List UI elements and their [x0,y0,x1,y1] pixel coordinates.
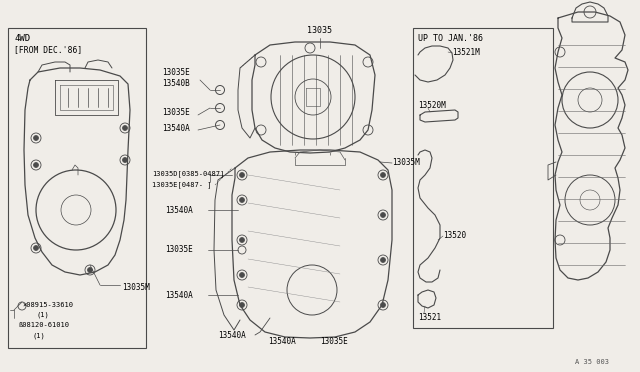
Text: 13035D[0385-0487]: 13035D[0385-0487] [152,171,224,177]
Circle shape [122,157,127,163]
Circle shape [381,302,385,308]
Text: 13540A: 13540A [218,330,246,340]
Text: 13521: 13521 [418,312,441,321]
Text: A 35 003: A 35 003 [575,359,609,365]
Circle shape [239,173,244,177]
Circle shape [239,198,244,202]
Circle shape [239,237,244,243]
Text: 13540A: 13540A [268,337,296,346]
Circle shape [239,302,244,308]
Text: ×08915-33610: ×08915-33610 [22,302,73,308]
Circle shape [122,125,127,131]
Text: 13035: 13035 [307,26,333,35]
Circle shape [33,246,38,250]
Text: 13035E: 13035E [320,337,348,346]
Text: 13035M: 13035M [392,157,420,167]
Text: 13035E: 13035E [162,108,189,116]
Text: (1): (1) [32,333,45,339]
Text: UP TO JAN.'86: UP TO JAN.'86 [418,33,483,42]
Text: 13540A: 13540A [165,291,193,299]
Text: 13520M: 13520M [418,100,445,109]
Circle shape [381,173,385,177]
Text: 13540A: 13540A [165,205,193,215]
Circle shape [88,267,93,273]
Circle shape [239,273,244,278]
Bar [8,28,146,348]
Text: 13035E[0487- ]: 13035E[0487- ] [152,182,211,188]
Circle shape [33,135,38,141]
Text: 4WD: 4WD [14,33,30,42]
Text: 13035M: 13035M [122,283,150,292]
Text: 13035E: 13035E [165,246,193,254]
Text: 13035E: 13035E [162,67,189,77]
Circle shape [33,163,38,167]
Text: 13520: 13520 [443,231,466,240]
Text: (1): (1) [36,312,49,318]
Text: ß08120-61010: ß08120-61010 [18,322,69,328]
Text: 13540A: 13540A [162,124,189,132]
Bar [413,28,553,328]
Text: 13540B: 13540B [162,78,189,87]
Circle shape [381,257,385,263]
Text: [FROM DEC.'86]: [FROM DEC.'86] [14,45,83,55]
Text: 13521M: 13521M [452,48,480,57]
Circle shape [381,212,385,218]
